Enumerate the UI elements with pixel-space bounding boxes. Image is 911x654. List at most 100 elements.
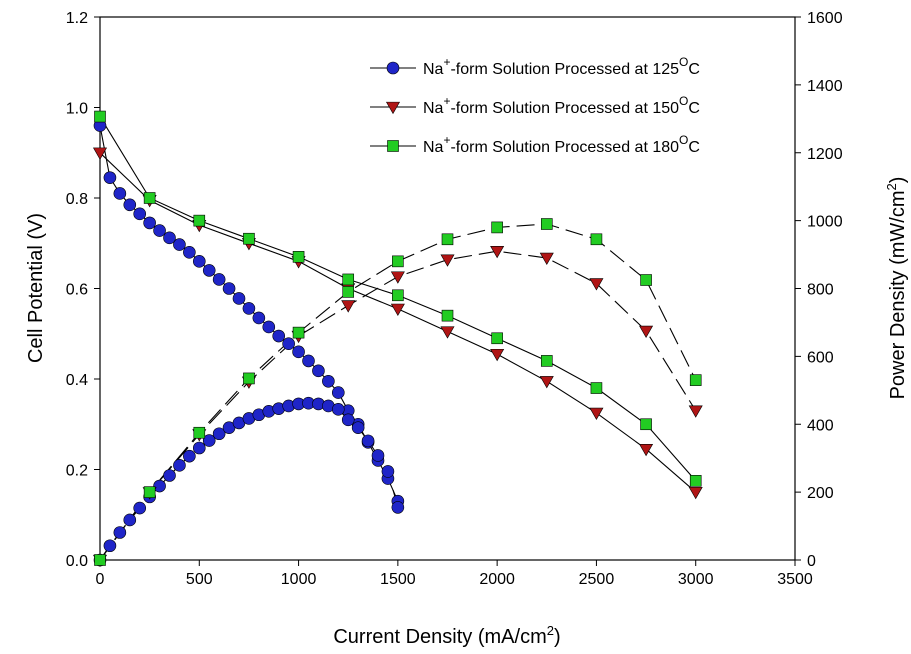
power-point-125c [153, 479, 166, 493]
legend-label-part: O [679, 133, 688, 147]
power-point-125c [341, 413, 355, 427]
x-tick-label: 2500 [579, 571, 615, 588]
y2-tick-label: 200 [807, 485, 834, 502]
power-point-150c [490, 245, 505, 259]
power-point-150c [589, 278, 604, 291]
polarization-point-125c [252, 311, 266, 325]
x-tick-label: 500 [186, 571, 213, 588]
power-point-150c [639, 325, 654, 339]
polarization-point-125c [183, 246, 196, 259]
polarization-point-150c [92, 147, 108, 160]
polarization-point-125c [113, 187, 127, 200]
legend-label-part: C [688, 61, 700, 78]
polarization-point-180c [640, 418, 652, 431]
y2-tick-label: 1600 [807, 10, 843, 27]
legend-label-part: O [679, 55, 688, 69]
power-point-125c [173, 459, 186, 472]
power-point-125c [351, 421, 365, 434]
polarization-point-180c [94, 110, 106, 123]
polarization-point-180c [342, 273, 355, 286]
power-point-125c [183, 449, 196, 463]
polarization-point-125c [173, 238, 186, 251]
polarization-point-125c [232, 292, 246, 305]
power-point-150c [688, 405, 703, 418]
polarization-point-180c [491, 332, 503, 345]
y2-axis-title-tail: ) [887, 177, 909, 184]
power-point-125c [381, 465, 395, 478]
polarization-point-125c [212, 273, 226, 286]
polarization-point-125c [222, 282, 236, 295]
power-point-125c [371, 449, 385, 462]
y2-tick-label: 1400 [807, 78, 843, 95]
polarization-point-150c [539, 376, 554, 389]
power-point-125c [123, 513, 137, 527]
x-tick-label: 1500 [380, 571, 416, 588]
polarization-point-150c [490, 348, 505, 362]
y2-tick-label: 1000 [807, 214, 843, 231]
y2-axis-title-text: Power Density (mW/cm [887, 191, 909, 400]
axis-ticks: 0 500 1000 1500 2000 2500 3000 35000.00.20.40.6… [66, 10, 843, 588]
power-point-180c [491, 221, 503, 234]
polarization-point-180c [193, 214, 206, 227]
legend-label-part: O [679, 94, 688, 108]
legend-marker-180c [387, 140, 399, 152]
legend-marker-150c [385, 101, 401, 115]
polarization-point-180c [292, 251, 305, 263]
polarization-point-150c [440, 326, 455, 339]
power-point-125c [331, 403, 345, 416]
power-point-125c [361, 434, 375, 448]
power-point-125c [133, 501, 147, 515]
x-axis-title: Current Density (mA/cm2) [333, 623, 560, 648]
polarization-point-180c [392, 289, 404, 302]
legend-label-part: Na [423, 139, 444, 156]
power-point-125c [113, 526, 127, 539]
power-point-125c [163, 469, 176, 482]
x-axis-title-sup: 2 [547, 623, 554, 638]
legend-label-part: + [443, 133, 450, 147]
power-point-180c [441, 233, 454, 246]
plot-area [99, 16, 796, 561]
polarization-point-125c [202, 264, 216, 277]
power-point-180c [292, 326, 305, 339]
polarization-point-125c [103, 171, 117, 184]
power-point-125c [202, 434, 216, 447]
y2-tick-label: 600 [807, 349, 834, 366]
y2-tick-label: 1200 [807, 146, 843, 163]
y2-axis-title-sup: 2 [884, 183, 899, 190]
power-point-150c [341, 300, 356, 313]
x-tick-label: 1000 [281, 571, 317, 588]
polarization-point-125c [331, 386, 345, 399]
y-tick-label: 0.2 [66, 463, 88, 480]
polarization-point-180c [689, 475, 702, 487]
legend-label-part: C [688, 139, 700, 156]
polarization-point-125c [143, 216, 156, 230]
power-point-125c [103, 539, 117, 553]
legend-marker-125c [386, 61, 400, 75]
power-point-180c [243, 372, 255, 385]
x-tick-label: 0 [96, 571, 105, 588]
x-tick-label: 2000 [479, 571, 515, 588]
polarization-point-125c [262, 320, 276, 334]
power-point-180c [640, 274, 652, 286]
polarization-point-150c [589, 407, 604, 421]
polarization-point-125c [123, 198, 137, 212]
y-tick-label: 0.6 [66, 282, 88, 299]
y2-tick-label: 800 [807, 282, 834, 299]
power-point-150c [539, 252, 554, 266]
y-tick-label: 1.0 [66, 101, 88, 118]
y2-axis-title: Power Density (mW/cm2) [884, 177, 909, 400]
power-point-125c [212, 427, 226, 441]
legend: Na+-form Solution Processed at 125OCNa+-… [370, 55, 700, 156]
polarization-point-125c [282, 337, 295, 351]
legend-label-180c: Na+-form Solution Processed at 180OC [423, 133, 700, 156]
polarization-point-125c [192, 255, 206, 268]
power-point-180c [590, 233, 603, 246]
y-tick-label: 0.8 [66, 191, 88, 208]
y-tick-label: 0.0 [66, 553, 88, 570]
polarization-point-125c [272, 329, 286, 343]
series-markers [92, 110, 703, 568]
polarization-point-150c [688, 486, 703, 500]
legend-label-part: -form Solution Processed at 150 [450, 100, 679, 117]
legend-label-150c: Na+-form Solution Processed at 150OC [423, 94, 700, 117]
power-point-180c [342, 286, 355, 298]
